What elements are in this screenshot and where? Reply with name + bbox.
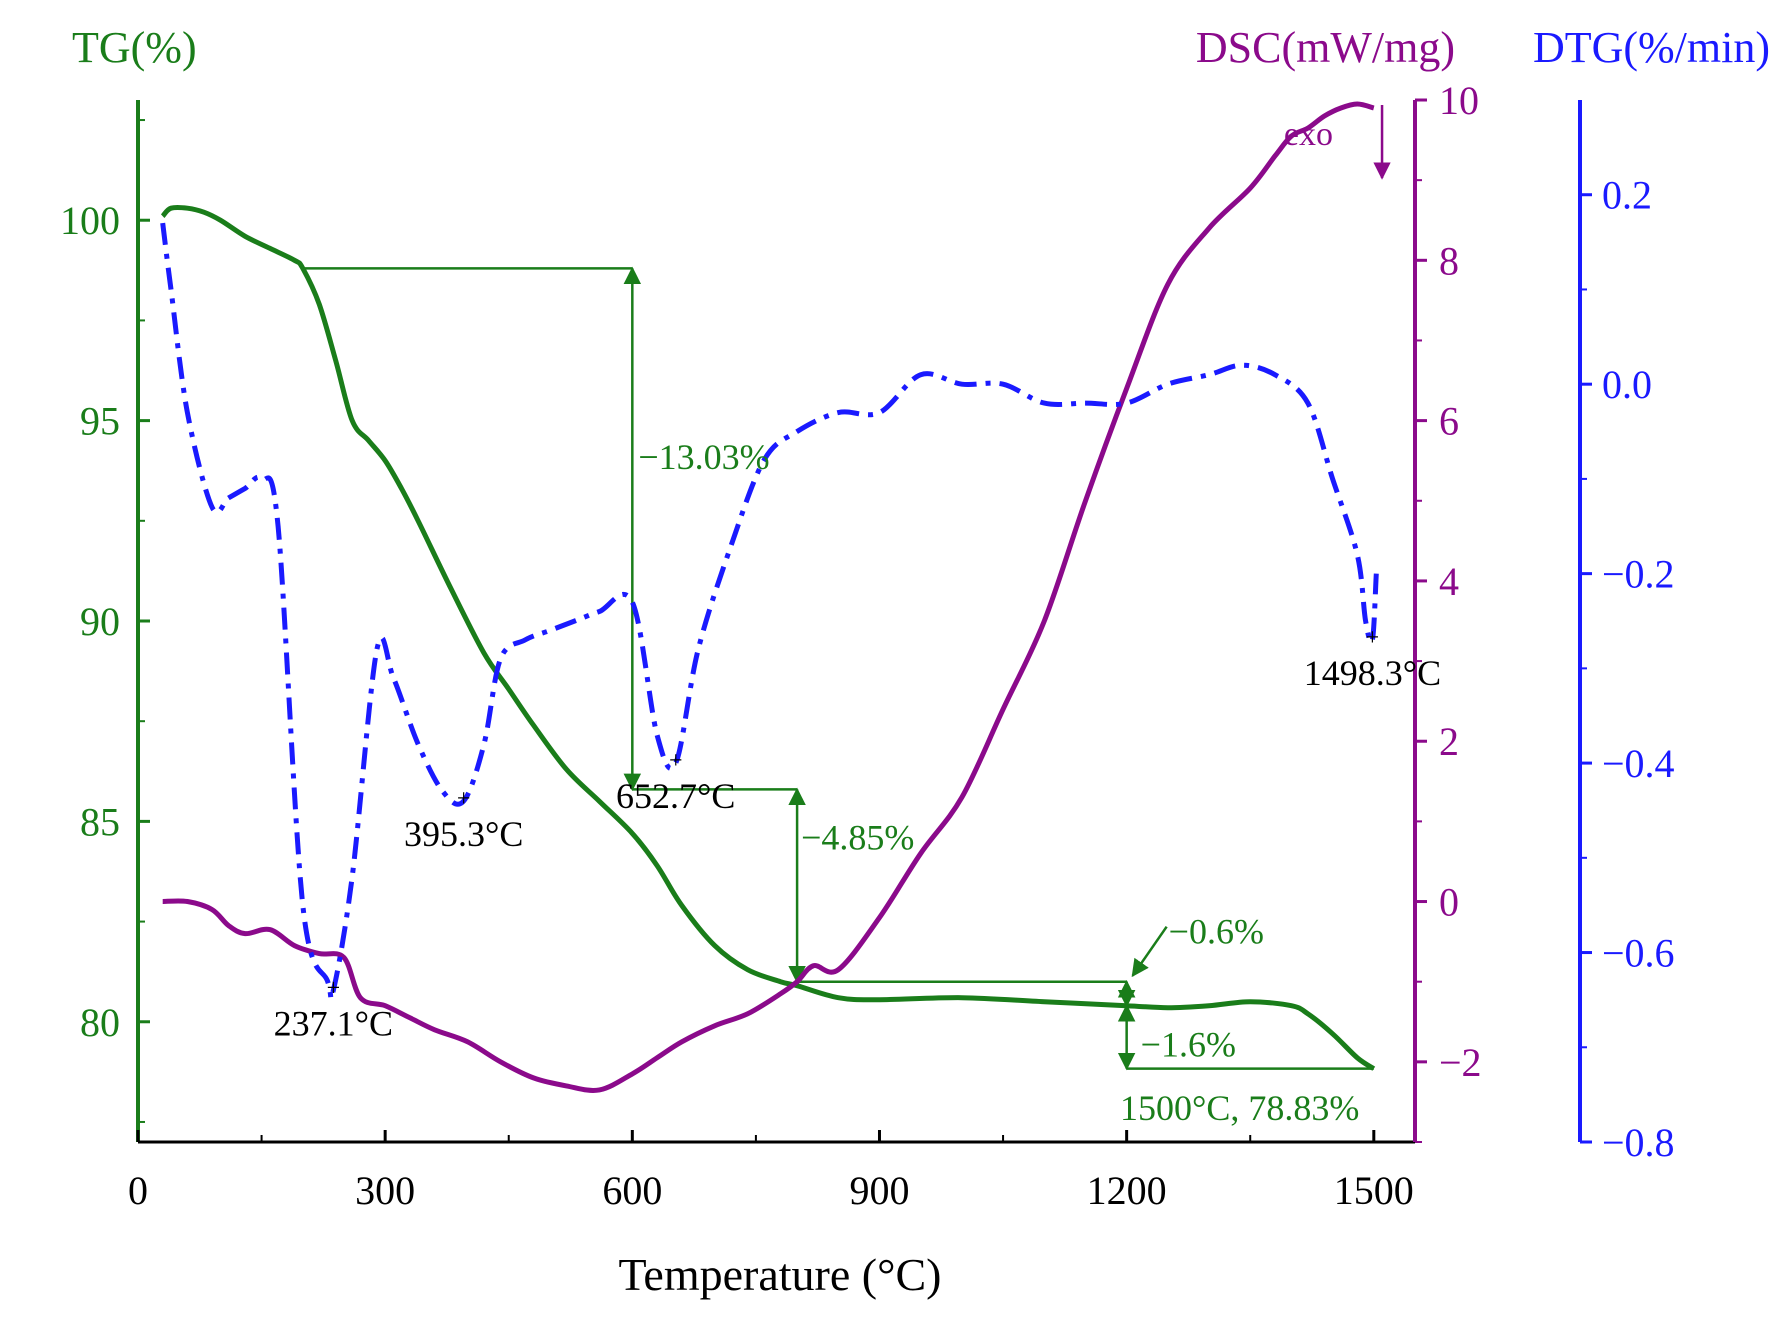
dtg-tick-label: −0.8 xyxy=(1602,1120,1675,1165)
tg-axis-title: TG(%) xyxy=(72,23,197,72)
dtg-tick-label: −0.4 xyxy=(1602,741,1675,786)
exo-label: exo xyxy=(1284,116,1333,153)
dsc-curve xyxy=(162,101,1375,1093)
dsc-tick-label: 2 xyxy=(1439,719,1459,764)
dtg-tick-label: −0.6 xyxy=(1602,931,1675,976)
peak-marker: + xyxy=(327,975,341,1001)
dsc-tick-label: 0 xyxy=(1439,880,1459,925)
series-group xyxy=(160,101,1379,1093)
end-point-label: 1500°C, 78.83% xyxy=(1120,1088,1359,1128)
peak-label: 1498.3°C xyxy=(1304,653,1441,693)
mass-loss-label: −4.85% xyxy=(801,817,914,857)
peak-label: 652.7°C xyxy=(616,776,735,816)
mass-loss-annotations xyxy=(302,105,1391,1071)
x-axis-title: Temperature (°C) xyxy=(619,1249,942,1300)
x-tick-label: 300 xyxy=(355,1168,415,1213)
x-tick-label: 1200 xyxy=(1087,1168,1167,1213)
x-tick-label: 600 xyxy=(602,1168,662,1213)
dsc-axis-title: DSC(mW/mg) xyxy=(1196,23,1455,72)
peak-marker: + xyxy=(1366,625,1380,651)
tg-tick-label: 80 xyxy=(80,1000,120,1045)
tg-tick-label: 85 xyxy=(80,799,120,844)
tg-tick-label: 95 xyxy=(80,399,120,444)
dtg-curve xyxy=(160,222,1379,1002)
peak-marker: + xyxy=(457,786,471,812)
peak-label: 395.3°C xyxy=(404,814,523,854)
x-tick-label: 1500 xyxy=(1334,1168,1414,1213)
dtg-tick-label: −0.2 xyxy=(1602,552,1675,597)
dsc-tick-label: 10 xyxy=(1439,78,1479,123)
mass-loss-label: −13.03% xyxy=(638,437,769,477)
dsc-tick-label: 8 xyxy=(1439,238,1459,283)
x-tick-label: 0 xyxy=(128,1168,148,1213)
mass-loss-label: −0.6% xyxy=(1169,912,1264,952)
tick-group: 0 300 600 900 1200 1500 80 85 90 95 100 −2 0 2 4 6 8 10 −0… xyxy=(60,78,1675,1213)
peak-marker: + xyxy=(669,748,683,774)
tg-tick-label: 100 xyxy=(60,198,120,243)
dsc-tick-label: 6 xyxy=(1439,399,1459,444)
peak-label: 237.1°C xyxy=(274,1003,393,1043)
dsc-tick-label: −2 xyxy=(1439,1040,1482,1085)
tg-tick-label: 90 xyxy=(80,599,120,644)
dsc-tick-label: 4 xyxy=(1439,559,1459,604)
tg-curve xyxy=(160,204,1376,1071)
dtg-axis-title: DTG(%/min) xyxy=(1533,23,1770,72)
x-tick-label: 900 xyxy=(849,1168,909,1213)
dtg-tick-label: 0.2 xyxy=(1602,173,1652,218)
label-group: +237.1°C+395.3°C+652.7°C+1498.3°C−13.03%… xyxy=(274,437,1441,1065)
dtg-tick-label: 0.0 xyxy=(1602,362,1652,407)
annotation-pointer xyxy=(1131,925,1168,978)
mass-loss-label: −1.6% xyxy=(1141,1025,1236,1065)
